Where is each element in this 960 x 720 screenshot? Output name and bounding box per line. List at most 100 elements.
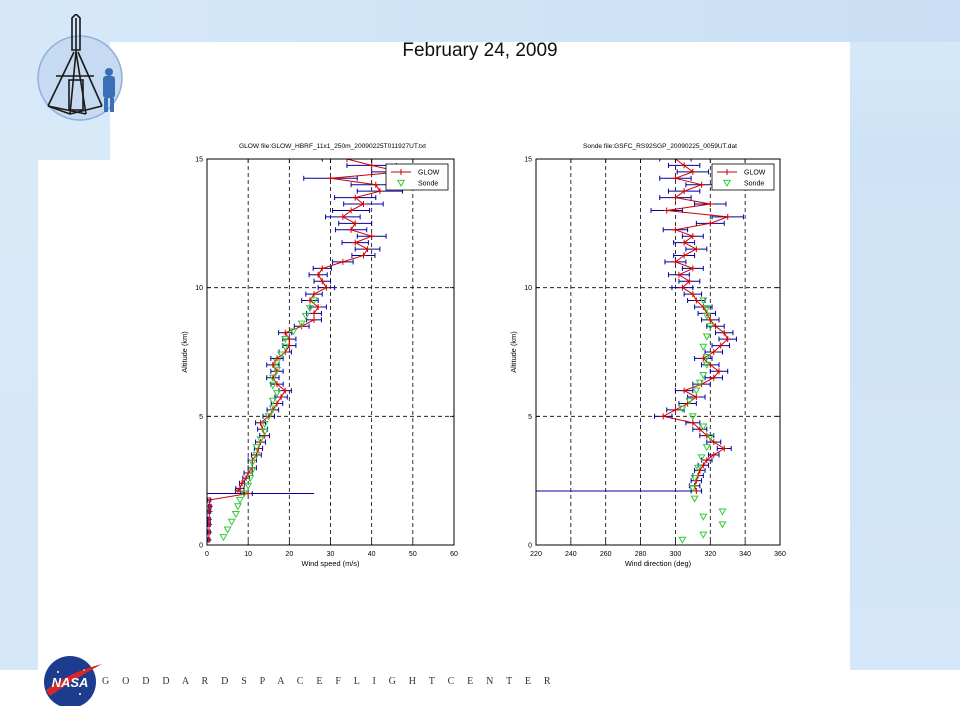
footer: NASA xyxy=(44,656,102,706)
sonde-point xyxy=(692,387,701,395)
sonde-point xyxy=(244,482,253,490)
glow-point xyxy=(319,265,326,272)
glow-point xyxy=(721,445,728,452)
glow-point xyxy=(710,439,717,446)
glow-point xyxy=(269,361,276,368)
glow-point xyxy=(681,162,688,169)
glow-point xyxy=(681,252,688,259)
sonde-point xyxy=(252,444,261,452)
glow-point xyxy=(712,323,719,330)
glow-point xyxy=(352,220,359,227)
legend-glow-marker xyxy=(398,169,404,175)
glow-point xyxy=(348,207,355,214)
sonde-point xyxy=(268,374,277,382)
y-tick-label: 0 xyxy=(199,543,203,550)
sonde-point xyxy=(301,312,310,320)
glow-point xyxy=(364,246,371,253)
legend-label-sonde: Sonde xyxy=(744,181,764,188)
sonde-point xyxy=(694,464,703,472)
sonde-point xyxy=(702,361,711,369)
sonde-point xyxy=(281,343,290,351)
y-axis-label: Altitude (km) xyxy=(509,331,518,372)
x-tick-label: 40 xyxy=(368,551,376,558)
glow-point xyxy=(681,387,688,394)
glow-point xyxy=(693,487,700,494)
sonde-point xyxy=(699,343,708,351)
x-tick-label: 300 xyxy=(670,551,682,558)
glow-point xyxy=(311,316,318,323)
glow-point xyxy=(352,194,359,201)
glow-point xyxy=(700,303,707,310)
glow-series-line xyxy=(208,159,401,540)
sonde-point xyxy=(233,503,242,511)
legend-box xyxy=(385,163,449,191)
left-band-lower xyxy=(0,160,38,670)
glow-point xyxy=(315,271,322,278)
glow-point xyxy=(672,175,679,182)
sonde-point xyxy=(260,428,269,436)
glow-point xyxy=(681,188,688,195)
sonde-point xyxy=(272,359,282,367)
sonde-point xyxy=(699,372,708,380)
glow-point xyxy=(681,239,688,246)
glow-point xyxy=(376,188,383,195)
y-tick-label: 15 xyxy=(195,157,203,164)
nasa-logo-text: NASA xyxy=(52,675,89,690)
y-axis-label: Altitude (km) xyxy=(180,331,189,372)
sonde-point xyxy=(223,526,232,534)
legend-glow-marker xyxy=(724,169,730,175)
sonde-point xyxy=(309,297,319,305)
glow-point xyxy=(703,457,710,464)
x-tick-label: 340 xyxy=(739,551,751,558)
sonde-point xyxy=(248,467,257,475)
sonde-point xyxy=(268,405,277,413)
glow-point xyxy=(696,426,703,433)
glow-point xyxy=(707,220,714,227)
glow-point xyxy=(273,355,280,362)
sonde-point xyxy=(246,474,255,483)
sonde-point xyxy=(235,496,244,504)
sonde-point xyxy=(690,474,699,483)
glow-point xyxy=(360,201,367,208)
sonde-point xyxy=(231,511,240,519)
glow-point xyxy=(672,258,679,265)
sonde-point xyxy=(697,454,706,462)
sonde-point xyxy=(688,485,697,493)
glow-point xyxy=(273,400,280,407)
glow-point xyxy=(707,316,714,323)
plot-area xyxy=(207,159,430,543)
sonde-point xyxy=(702,354,711,362)
x-axis-label: Wind speed (m/s) xyxy=(302,559,360,568)
glow-point xyxy=(282,329,289,336)
glow-point xyxy=(327,175,334,182)
glow-point xyxy=(679,284,686,291)
sonde-point xyxy=(264,413,273,421)
y-tick-label: 10 xyxy=(195,285,203,292)
glow-point xyxy=(698,181,705,188)
legend-sonde-marker xyxy=(396,179,406,188)
sonde-point xyxy=(718,508,727,516)
right-band xyxy=(850,130,960,670)
sonde-point xyxy=(706,323,715,331)
glow-point xyxy=(282,387,289,394)
glow-point xyxy=(207,536,212,543)
glow-series-line xyxy=(661,159,729,492)
x-tick-label: 60 xyxy=(450,551,458,558)
plot-frame xyxy=(535,158,781,546)
legend: GLOW Sonde xyxy=(385,163,449,191)
glow-point xyxy=(343,159,350,162)
sonde-point xyxy=(252,451,261,459)
sonde-point xyxy=(685,397,694,405)
glow-point xyxy=(319,278,326,285)
sonde-point xyxy=(272,366,282,375)
glow-point xyxy=(672,226,679,233)
glow-point xyxy=(689,265,696,272)
glow-point xyxy=(716,368,722,375)
sonde-point xyxy=(702,333,711,341)
page-title: February 24, 2009 xyxy=(402,40,558,61)
x-tick-label: 320 xyxy=(704,551,716,558)
sonde-point xyxy=(248,459,257,467)
chart-2: Sonde file:GSFC_RS92SGP_20090225_0059UT.… xyxy=(509,143,786,568)
glow-point xyxy=(707,201,714,208)
glow-point xyxy=(672,194,679,201)
